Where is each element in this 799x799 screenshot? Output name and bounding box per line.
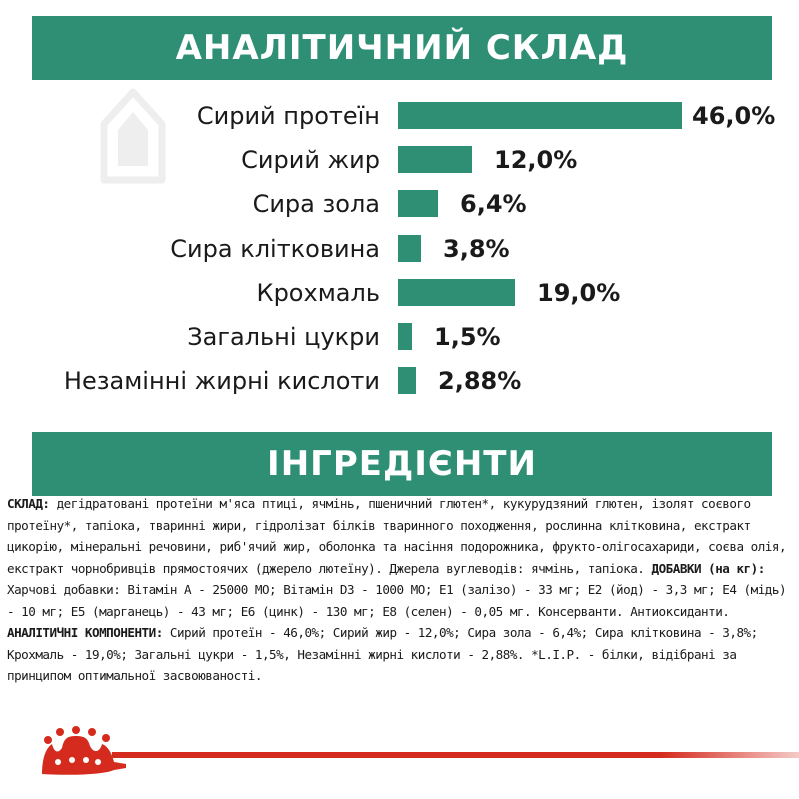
category-label: Сира клітковина	[170, 234, 380, 263]
composition-text: дегідратовані протеїни м'яса птиці, ячмі…	[7, 496, 787, 576]
value-bar	[398, 102, 682, 129]
value-label: 46,0%	[692, 102, 776, 130]
category-label: Сира зола	[252, 190, 380, 219]
category-label: Загальні цукри	[187, 323, 380, 351]
value-bar	[398, 234, 421, 262]
value-bar	[398, 190, 438, 218]
analytical-text: Сирий протеїн - 46,0%; Сирий жир - 12,0%…	[7, 625, 758, 683]
royal-canin-crown-logo-icon	[42, 726, 126, 775]
chart-row: Сира клітковина 3,8%	[0, 231, 799, 267]
value-label: 3,8%	[443, 234, 510, 263]
composition-label: СКЛАД:	[7, 496, 50, 511]
category-label: Сирий жир	[241, 146, 380, 175]
fabric-care-watermark-icon	[100, 88, 166, 184]
analysis-title: АНАЛІТИЧНИЙ СКЛАД	[175, 28, 629, 68]
chart-row: Загальні цукри 1,5%	[0, 319, 799, 355]
category-label: Сирий протеїн	[196, 102, 380, 130]
value-label: 12,0%	[494, 146, 578, 175]
chart-row: Сирий жир 12,0%	[0, 142, 799, 178]
value-label: 1,5%	[434, 323, 501, 351]
ingredients-title: ІНГРЕДІЄНТИ	[267, 444, 537, 484]
additives-text: Харчові добавки: Вітамін А - 25000 МО; В…	[7, 582, 787, 619]
chart-row: Крохмаль 19,0%	[0, 275, 799, 311]
ingredients-text-block: СКЛАД: дегідратовані протеїни м'яса птиц…	[7, 493, 791, 687]
value-label: 2,88%	[438, 367, 522, 396]
analysis-banner: АНАЛІТИЧНИЙ СКЛАД	[32, 16, 772, 80]
value-bar	[398, 278, 515, 306]
value-label: 19,0%	[537, 278, 621, 307]
value-bar	[398, 367, 416, 395]
value-bar	[398, 323, 412, 350]
chart-row: Незамінні жирні кислоти 2,88%	[0, 363, 799, 399]
ingredients-banner: ІНГРЕДІЄНТИ	[32, 432, 772, 496]
value-bar	[398, 146, 472, 174]
value-label: 6,4%	[460, 190, 527, 219]
brand-red-stripe	[112, 752, 799, 758]
category-label: Крохмаль	[256, 278, 380, 307]
analytical-label: АНАЛІТИЧНІ КОМПОНЕНТИ:	[7, 625, 163, 640]
chart-row: Сира зола 6,4%	[0, 186, 799, 222]
additives-label: ДОБАВКИ (на кг):	[651, 560, 765, 576]
category-label: Незамінні жирні кислоти	[63, 367, 380, 396]
chart-row: Сирий протеїн 46,0%	[0, 98, 799, 134]
